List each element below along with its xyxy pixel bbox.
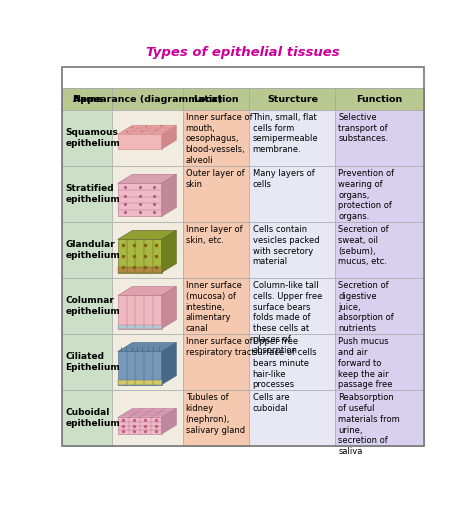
Polygon shape — [118, 286, 176, 295]
Bar — [118, 239, 162, 273]
Text: Inner surface of
mouth,
oesophagus,
blood-vessels,
alveoli: Inner surface of mouth, oesophagus, bloo… — [186, 113, 252, 165]
Bar — [118, 380, 162, 385]
Circle shape — [146, 126, 147, 127]
Bar — [336, 334, 423, 390]
Text: Cells are
cuboidal: Cells are cuboidal — [253, 393, 289, 413]
Text: Ciliated
Epithelium: Ciliated Epithelium — [65, 352, 120, 372]
Bar — [63, 166, 112, 222]
Bar — [112, 278, 182, 334]
Text: Reabsorption
of useful
materials from
urine,
secretion of
saliva: Reabsorption of useful materials from ur… — [338, 393, 400, 456]
Polygon shape — [118, 230, 176, 239]
Bar — [118, 267, 162, 273]
Bar — [336, 390, 423, 446]
Bar — [249, 334, 336, 390]
Bar — [336, 88, 423, 110]
Bar — [112, 166, 182, 222]
Bar — [63, 110, 112, 166]
Text: Prevention of
wearing of
organs,
protection of
organs.: Prevention of wearing of organs, protect… — [338, 169, 394, 221]
Text: Column-like tall
cells. Upper free
surface bears
folds made of
these cells at
pl: Column-like tall cells. Upper free surfa… — [253, 281, 322, 355]
Text: Glandular
epithelium: Glandular epithelium — [65, 240, 120, 260]
Circle shape — [160, 125, 162, 126]
Text: Thin, small, flat
cells form
semipermeable
membrane.: Thin, small, flat cells form semipermeab… — [253, 113, 318, 154]
Text: Inner surface
(mucosa) of
intestine,
alimentary
canal: Inner surface (mucosa) of intestine, ali… — [186, 281, 242, 333]
Polygon shape — [118, 125, 176, 134]
Circle shape — [155, 129, 157, 131]
Text: Stratified
epithelium: Stratified epithelium — [65, 184, 120, 204]
Circle shape — [141, 130, 143, 132]
Text: Cuboidal
epithelium: Cuboidal epithelium — [65, 408, 120, 428]
Bar — [336, 166, 423, 222]
Polygon shape — [118, 409, 176, 418]
Bar — [182, 390, 249, 446]
Bar — [336, 222, 423, 278]
Text: Squamous
epithelium: Squamous epithelium — [65, 128, 120, 148]
Bar — [182, 88, 249, 110]
Text: Many layers of
cells: Many layers of cells — [253, 169, 314, 189]
Bar — [112, 222, 182, 278]
Bar — [182, 110, 249, 166]
Text: Outer layer of
skin: Outer layer of skin — [186, 169, 244, 189]
Text: Cells contain
vesicles packed
with secretory
material: Cells contain vesicles packed with secre… — [253, 225, 319, 266]
Bar — [112, 88, 182, 110]
Bar — [182, 278, 249, 334]
Bar — [249, 278, 336, 334]
Text: Location: Location — [193, 94, 239, 104]
Bar — [63, 222, 112, 278]
Bar — [336, 110, 423, 166]
Bar — [336, 278, 423, 334]
Text: Secretion of
digestive
juice,
absorption of
nutrients: Secretion of digestive juice, absorption… — [338, 281, 394, 333]
Text: Selective
transport of
substances.: Selective transport of substances. — [338, 113, 389, 143]
Text: Tubules of
kidney
(nephron),
salivary gland: Tubules of kidney (nephron), salivary gl… — [186, 393, 245, 435]
Polygon shape — [162, 174, 176, 217]
Bar — [63, 278, 112, 334]
Bar — [63, 334, 112, 390]
Bar — [182, 166, 249, 222]
Polygon shape — [162, 342, 176, 385]
Circle shape — [131, 127, 133, 128]
Polygon shape — [162, 286, 176, 329]
Bar — [63, 88, 112, 110]
Bar — [118, 183, 162, 217]
Bar — [112, 110, 182, 166]
Bar — [249, 222, 336, 278]
Text: Sturcture: Sturcture — [267, 94, 318, 104]
Text: Name: Name — [72, 94, 102, 104]
Bar — [249, 88, 336, 110]
Text: Push mucus
and air
forward to
keep the air
passage free: Push mucus and air forward to keep the a… — [338, 337, 393, 389]
Bar — [249, 110, 336, 166]
Polygon shape — [162, 409, 176, 434]
Text: Types of epithelial tissues: Types of epithelial tissues — [146, 45, 340, 59]
Bar — [182, 334, 249, 390]
Bar — [112, 390, 182, 446]
Bar — [182, 222, 249, 278]
Bar — [118, 325, 162, 329]
Bar — [249, 166, 336, 222]
Bar — [118, 134, 162, 149]
Text: Secretion of
sweat, oil
(sebum),
mucus, etc.: Secretion of sweat, oil (sebum), mucus, … — [338, 225, 389, 266]
Text: Appearance (diagrammatic): Appearance (diagrammatic) — [73, 94, 222, 104]
Polygon shape — [162, 230, 176, 273]
Bar — [249, 390, 336, 446]
Bar — [118, 295, 162, 329]
Bar — [118, 351, 162, 385]
Bar — [63, 390, 112, 446]
Bar — [112, 334, 182, 390]
Bar — [118, 418, 162, 434]
Text: Inner surface of
respiratory tract: Inner surface of respiratory tract — [186, 337, 255, 357]
Text: Upper free
surface of cells
bears minute
hair-like
processes: Upper free surface of cells bears minute… — [253, 337, 316, 389]
Polygon shape — [118, 342, 176, 351]
Circle shape — [127, 131, 128, 133]
Polygon shape — [118, 174, 176, 183]
Text: Inner layer of
skin, etc.: Inner layer of skin, etc. — [186, 225, 242, 245]
Text: Function: Function — [356, 94, 402, 104]
Text: Columnar
epithelium: Columnar epithelium — [65, 296, 120, 316]
Polygon shape — [162, 125, 176, 149]
